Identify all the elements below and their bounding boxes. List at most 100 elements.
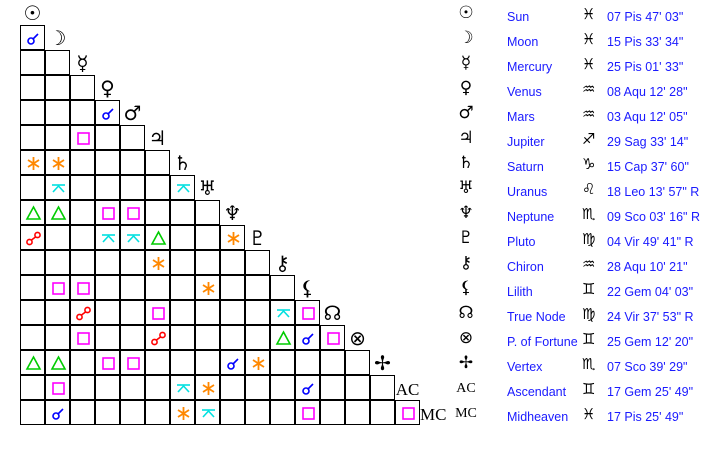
aspect-cell-vertex-true-node <box>319 349 345 375</box>
aspect-cell-vertex-sun <box>19 349 45 375</box>
planet-position: 08 Aqu 12' 28" <box>607 85 688 99</box>
aspect-cell-true-node-neptune <box>219 299 245 325</box>
aspect-cell-midheaven-jupiter <box>144 399 170 425</box>
aspect-cell-ascendant-moon <box>44 374 70 400</box>
aspect-cell-lilith-neptune <box>219 274 245 300</box>
true-node-icon: ☊ <box>458 303 474 323</box>
venus-glyph-icon: ♀ <box>100 76 115 100</box>
aspect-cell-uranus-mars <box>119 174 145 200</box>
uranus-glyph-icon: ♅ <box>198 176 217 200</box>
planet-name: Mars <box>507 110 535 124</box>
aspect-cell-chiron-mercury <box>69 249 95 275</box>
aspect-cell-chiron-moon <box>44 249 70 275</box>
ascendant-glyph-icon: AC <box>395 380 420 399</box>
planet-position: 24 Vir 37' 53" R <box>607 310 694 324</box>
aspect-cell-midheaven-pluto <box>244 399 270 425</box>
zodiac-sign-icon: ♓ <box>582 5 596 23</box>
aspect-cell-venus-mercury <box>69 74 95 100</box>
aspect-cell-moon-sun <box>19 24 45 50</box>
zodiac-sign-icon: ♓ <box>582 405 596 423</box>
planet-position: 07 Sco 39' 29" <box>607 360 688 374</box>
planet-row-mars: ♂ Mars ♒ 03 Aqu 12' 05" <box>452 103 705 130</box>
planet-row-neptune: ♆ Neptune ♏ 09 Sco 03' 16" R <box>452 203 705 230</box>
aspect-cell-uranus-moon <box>44 174 70 200</box>
aspect-cell-mars-mercury <box>69 99 95 125</box>
aspect-cell-p-of-fortune-mars <box>119 324 145 350</box>
zodiac-sign-icon: ♍ <box>582 305 596 323</box>
zodiac-sign-icon: ♊ <box>582 380 596 398</box>
aspect-cell-midheaven-uranus <box>194 399 220 425</box>
aspect-grid: ☉ ☽ ☿ ♀ ♂ ♃ ♄ ♅ ♆ ♇ ⚷ ⚸ ☊ ⊗ ✢ AC MC <box>19 1 446 425</box>
aspect-cell-jupiter-mercury <box>69 124 95 150</box>
aspect-cell-mercury-sun <box>19 49 45 75</box>
aspect-cell-neptune-sun <box>19 199 45 225</box>
planet-name: Moon <box>507 35 539 49</box>
planet-row-midheaven: MC Midheaven ♓ 17 Pis 25' 49" <box>452 405 705 430</box>
planet-row-moon: ☽ Moon ♓ 15 Pis 33' 34" <box>452 28 705 55</box>
zodiac-sign-icon: ♓ <box>582 55 596 73</box>
p-of-fortune-glyph-icon: ⊗ <box>349 326 366 350</box>
aspect-cell-pluto-moon <box>44 224 70 250</box>
aspect-cell-midheaven-mars <box>119 399 145 425</box>
planet-position: 07 Pis 47' 03" <box>607 10 684 24</box>
vertex-glyph-icon: ✢ <box>374 351 391 375</box>
planet-position: 15 Cap 37' 60" <box>607 160 689 174</box>
aspect-cell-neptune-saturn <box>169 199 195 225</box>
aspect-cell-mercury-moon <box>44 49 70 75</box>
planet-name: Chiron <box>507 260 544 274</box>
zodiac-sign-icon: ♒ <box>582 255 596 273</box>
lilith-icon: ⚸ <box>459 278 473 298</box>
aspect-cell-midheaven-venus <box>94 399 120 425</box>
aspect-cell-vertex-saturn <box>169 349 195 375</box>
planet-position: 17 Pis 25' 49" <box>607 410 684 424</box>
aspect-cell-neptune-venus <box>94 199 120 225</box>
planet-name: Pluto <box>507 235 536 249</box>
planet-row-venus: ♀ Venus ♒ 08 Aqu 12' 28" <box>452 78 705 105</box>
planet-name: Midheaven <box>507 410 569 424</box>
aspect-cell-true-node-uranus <box>194 299 220 325</box>
aspect-cell-uranus-sun <box>19 174 45 200</box>
planet-row-lilith: ⚸ Lilith ♊ 22 Gem 04' 03" <box>452 278 705 305</box>
planet-name: Mercury <box>507 60 553 74</box>
aspect-cell-vertex-mars <box>119 349 145 375</box>
planet-row-mercury: ☿ Mercury ♓ 25 Pis 01' 33" <box>452 53 705 80</box>
aspect-cell-true-node-mars <box>119 299 145 325</box>
aspect-cell-pluto-saturn <box>169 224 195 250</box>
aspect-cell-ascendant-sun <box>19 374 45 400</box>
aspect-cell-saturn-jupiter <box>144 149 170 175</box>
lilith-glyph-icon: ⚸ <box>300 276 315 300</box>
aspect-cell-vertex-moon <box>44 349 70 375</box>
saturn-glyph-icon: ♄ <box>173 151 192 175</box>
planet-row-vertex: ✢ Vertex ♏ 07 Sco 39' 29" <box>452 353 705 380</box>
planet-row-ascendant: AC Ascendant ♊ 17 Gem 25' 49" <box>452 380 705 405</box>
aspect-cell-neptune-moon <box>44 199 70 225</box>
aspect-cell-p-of-fortune-venus <box>94 324 120 350</box>
aspect-cell-ascendant-uranus <box>194 374 220 400</box>
sun-icon: ☉ <box>458 3 474 23</box>
vertex-icon: ✢ <box>458 353 474 373</box>
aspect-cell-jupiter-sun <box>19 124 45 150</box>
aspect-cell-p-of-fortune-pluto <box>244 324 270 350</box>
planet-row-sun: ☉ Sun ♓ 07 Pis 47' 03" <box>452 3 705 30</box>
zodiac-sign-icon: ♏ <box>582 355 596 373</box>
aspect-cell-saturn-sun <box>19 149 45 175</box>
planet-position: 17 Gem 25' 49" <box>607 385 694 399</box>
aspect-cell-vertex-neptune <box>219 349 245 375</box>
planet-name: Jupiter <box>507 135 545 149</box>
aspect-cell-chiron-uranus <box>194 249 220 275</box>
aspect-cell-pluto-uranus <box>194 224 220 250</box>
planet-name: Sun <box>507 10 530 24</box>
planet-position: 03 Aqu 12' 05" <box>607 110 688 124</box>
pluto-glyph-icon: ♇ <box>248 226 267 250</box>
aspect-cell-true-node-moon <box>44 299 70 325</box>
aspect-cell-midheaven-ascendant <box>394 399 420 425</box>
planet-position: 22 Gem 04' 03" <box>607 285 694 299</box>
planet-row-uranus: ♅ Uranus ♌ 18 Leo 13' 57" R <box>452 178 705 205</box>
aspect-cell-true-node-pluto <box>244 299 270 325</box>
aspect-cell-true-node-venus <box>94 299 120 325</box>
aspect-cell-vertex-p-of-fortune <box>344 349 370 375</box>
p-of-fortune-icon: ⊗ <box>458 328 474 348</box>
aspect-cell-lilith-moon <box>44 274 70 300</box>
aspect-cell-chiron-venus <box>94 249 120 275</box>
zodiac-sign-icon: ♐ <box>582 130 596 148</box>
